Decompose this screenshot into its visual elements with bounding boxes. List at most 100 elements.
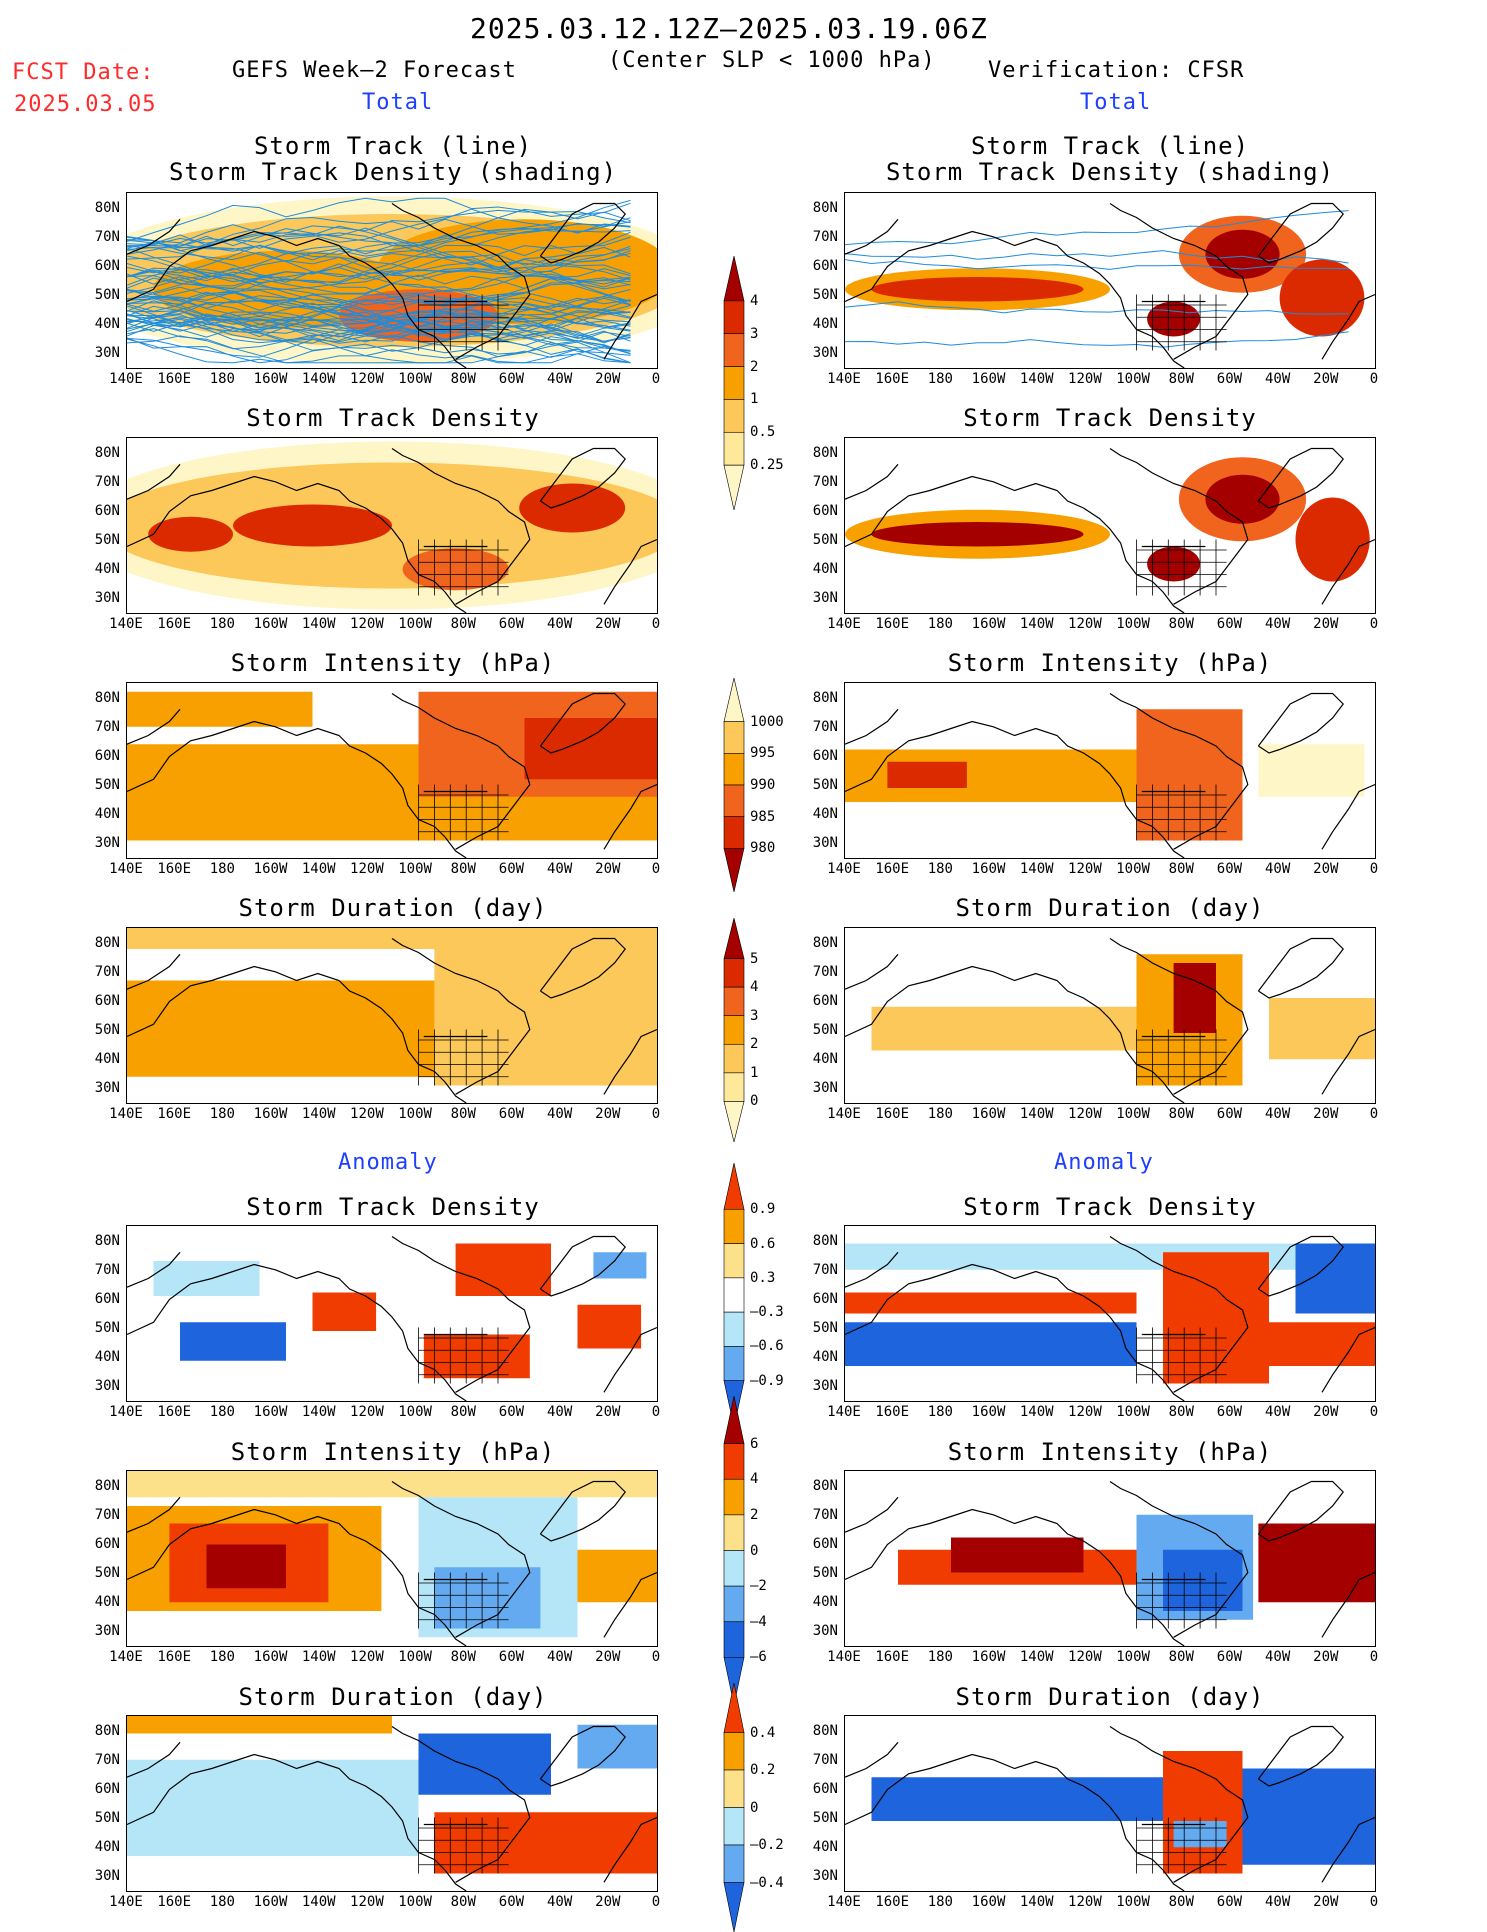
lon-label: 160W	[246, 1106, 296, 1122]
colorbar-label: —0.6	[750, 1338, 784, 1354]
lat-label: 70N	[80, 719, 120, 735]
colorbar-swatch	[724, 432, 744, 465]
colorbar-label: 5	[750, 951, 758, 967]
lon-label: 20W	[583, 1649, 633, 1665]
lon-label: 80W	[438, 1106, 488, 1122]
lat-label: 40N	[80, 806, 120, 822]
lon-label: 0	[1349, 861, 1399, 877]
lon-label: 0	[631, 1404, 681, 1420]
colorbar-label: 0.2	[750, 1762, 775, 1778]
lat-label: 50N	[798, 532, 838, 548]
lon-label: 160W	[964, 1894, 1014, 1910]
lon-label: 160E	[149, 1106, 199, 1122]
lon-label: 40W	[1253, 861, 1303, 877]
lon-label: 140W	[1012, 861, 1062, 877]
map-panel-r4	[844, 927, 1376, 1104]
map-canvas	[127, 928, 657, 1103]
field-cell	[872, 1007, 1164, 1051]
colorbar-swatch	[724, 817, 744, 849]
right-column-title: Verification: CFSR	[988, 58, 1244, 83]
lon-label: 80W	[1156, 1404, 1206, 1420]
lon-label: 160W	[246, 371, 296, 387]
colorbar-swatch	[724, 1444, 744, 1480]
colorbar-label: 2	[750, 1507, 758, 1523]
lon-label: 40W	[535, 1894, 585, 1910]
lon-label: 100W	[1108, 1404, 1158, 1420]
lat-label: 60N	[798, 1291, 838, 1307]
colorbar-density_anom	[722, 1163, 746, 1427]
l4-title: Storm Duration (day)	[133, 894, 653, 922]
lat-label: 30N	[798, 345, 838, 361]
lon-label: 180	[197, 371, 247, 387]
fcst-date-label: FCST Date:	[12, 60, 154, 85]
colorbar-swatch	[724, 1073, 744, 1102]
map-panel-l7	[126, 1715, 658, 1892]
lon-label: 60W	[1204, 1404, 1254, 1420]
map-canvas	[127, 1716, 657, 1891]
field-shading	[148, 517, 233, 552]
lon-label: 120W	[1060, 861, 1110, 877]
colorbar-density_total	[722, 256, 746, 510]
lon-label: 160W	[964, 1649, 1014, 1665]
lat-label: 30N	[80, 1868, 120, 1884]
lat-label: 70N	[798, 1262, 838, 1278]
lat-label: 50N	[80, 1320, 120, 1336]
lon-label: 0	[1349, 1894, 1399, 1910]
map-panel-r1	[844, 192, 1376, 369]
lon-label: 0	[631, 1649, 681, 1665]
field-shading	[519, 484, 625, 533]
field-shading	[1147, 302, 1200, 337]
lat-label: 80N	[80, 445, 120, 461]
lat-label: 70N	[80, 964, 120, 980]
lon-label: 20W	[1301, 371, 1351, 387]
lon-label: 40W	[1253, 616, 1303, 632]
lon-label: 100W	[1108, 861, 1158, 877]
field-cell	[1258, 1524, 1375, 1603]
lat-label: 40N	[798, 1839, 838, 1855]
lat-label: 30N	[80, 1080, 120, 1096]
lon-label: 140W	[1012, 1894, 1062, 1910]
lat-label: 30N	[798, 1868, 838, 1884]
lon-label: 60W	[486, 371, 536, 387]
colorbar-swatch	[724, 785, 744, 817]
lat-label: 60N	[80, 993, 120, 1009]
colorbar-label: 3	[750, 1008, 758, 1024]
colorbar-swatch	[724, 1244, 744, 1278]
field-shading	[872, 522, 1084, 547]
colorbar-swatch	[724, 848, 744, 892]
lat-label: 60N	[798, 1536, 838, 1552]
lat-label: 30N	[798, 1080, 838, 1096]
colorbar-swatch	[724, 678, 744, 722]
coastline	[845, 219, 898, 254]
l5-title: Storm Track Density	[133, 1193, 653, 1221]
lat-label: 70N	[80, 229, 120, 245]
colorbar-duration_total	[722, 918, 746, 1142]
l7-title: Storm Duration (day)	[133, 1683, 653, 1711]
lon-label: 100W	[390, 861, 440, 877]
lon-label: 40W	[535, 1404, 585, 1420]
r4-title: Storm Duration (day)	[850, 894, 1370, 922]
lat-label: 40N	[80, 1839, 120, 1855]
colorbar-label: 2	[750, 1036, 758, 1052]
lon-label: 0	[1349, 1404, 1399, 1420]
colorbar-label: 0.25	[750, 457, 784, 473]
colorbar-swatch	[724, 1278, 744, 1312]
lon-label: 120W	[1060, 371, 1110, 387]
field-cell	[127, 692, 313, 727]
lon-label: 120W	[1060, 1894, 1110, 1910]
colorbar-duration_anom	[722, 1683, 746, 1932]
lon-label: 120W	[1060, 1649, 1110, 1665]
lat-label: 50N	[80, 1810, 120, 1826]
colorbar-swatch	[724, 1016, 744, 1045]
lat-label: 50N	[798, 1320, 838, 1336]
lat-label: 80N	[798, 1233, 838, 1249]
r1-title-b: Storm Track Density (shading)	[850, 158, 1370, 186]
lon-label: 60W	[486, 616, 536, 632]
map-panel-r2	[844, 437, 1376, 614]
coastline	[845, 954, 898, 989]
lat-label: 70N	[80, 1752, 120, 1768]
lon-label: 180	[915, 616, 965, 632]
lon-label: 160E	[149, 371, 199, 387]
map-canvas	[127, 1226, 657, 1401]
lon-label: 180	[915, 371, 965, 387]
